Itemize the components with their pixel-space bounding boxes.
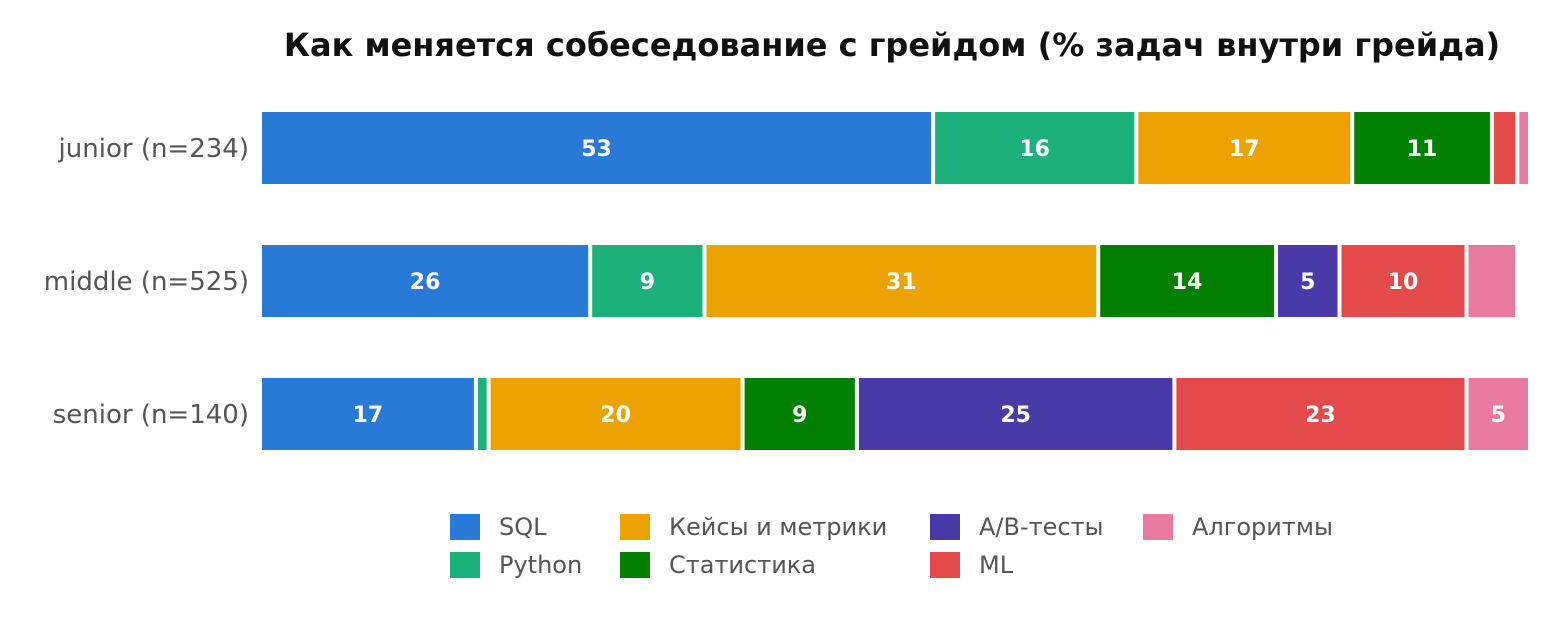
bar-segment (1519, 112, 1528, 184)
data-label: 14 (1172, 270, 1203, 295)
bar-segment (1176, 378, 1465, 450)
category-labels: junior (n=234) middle (n=525) senior (n=14… (44, 134, 249, 430)
data-label: 5 (1300, 270, 1315, 295)
legend-label: Python (499, 551, 582, 579)
data-labels: 53 16 17 11 26 9 31 14 5 10 17 20 9 25 23 5 (353, 137, 1506, 428)
legend-swatch (930, 552, 960, 578)
chart-title: Как меняется собеседование с грейдом (% … (284, 26, 1500, 64)
data-label: 31 (886, 270, 917, 295)
bar-segment (1100, 245, 1274, 317)
data-label: 17 (353, 403, 384, 428)
bar-segment (935, 112, 1135, 184)
legend-swatch (930, 514, 960, 540)
legend-swatch (1143, 514, 1173, 540)
data-label: 26 (410, 270, 441, 295)
legend-swatch (450, 552, 480, 578)
legend-label: Кейсы и метрики (669, 513, 887, 541)
legend-label: SQL (499, 513, 547, 541)
data-label: 16 (1019, 137, 1050, 162)
data-label: 20 (600, 403, 631, 428)
data-label: 53 (581, 137, 612, 162)
legend-label: ML (979, 551, 1014, 579)
category-label: middle (n=525) (44, 267, 249, 297)
bar-segment (1341, 245, 1465, 317)
data-label: 10 (1388, 270, 1419, 295)
category-label: senior (n=140) (53, 400, 249, 430)
data-label: 9 (640, 270, 655, 295)
data-label: 9 (792, 403, 807, 428)
legend: SQL Python Кейсы и метрики Статистика A/B-те… (450, 513, 1333, 579)
bar-segment (1493, 112, 1516, 184)
legend-swatch (620, 552, 650, 578)
bar-segment (490, 378, 741, 450)
data-label: 11 (1407, 137, 1438, 162)
bar-segment (262, 378, 474, 450)
bar-segment (706, 245, 1097, 317)
legend-swatch (450, 514, 480, 540)
bar-segment (592, 245, 703, 317)
bar-segment (1138, 112, 1351, 184)
bar-segments (262, 112, 1528, 450)
legend-label: Алгоритмы (1192, 513, 1333, 541)
legend-label: Статистика (669, 551, 816, 579)
bar-segment (1468, 378, 1528, 450)
bar-segment (262, 245, 589, 317)
bar-segment (858, 378, 1173, 450)
data-label: 23 (1305, 403, 1336, 428)
data-label: 25 (1000, 403, 1031, 428)
data-label: 5 (1491, 403, 1506, 428)
bar-segment (262, 112, 932, 184)
category-label: junior (n=234) (58, 134, 249, 164)
legend-swatch (620, 514, 650, 540)
bar-segment (1278, 245, 1338, 317)
bar-segment (1354, 112, 1490, 184)
bar-segment (744, 378, 855, 450)
bar-segment (1468, 245, 1516, 317)
legend-label: A/B-тесты (979, 513, 1104, 541)
bar-segment (477, 378, 487, 450)
data-label: 17 (1229, 137, 1260, 162)
